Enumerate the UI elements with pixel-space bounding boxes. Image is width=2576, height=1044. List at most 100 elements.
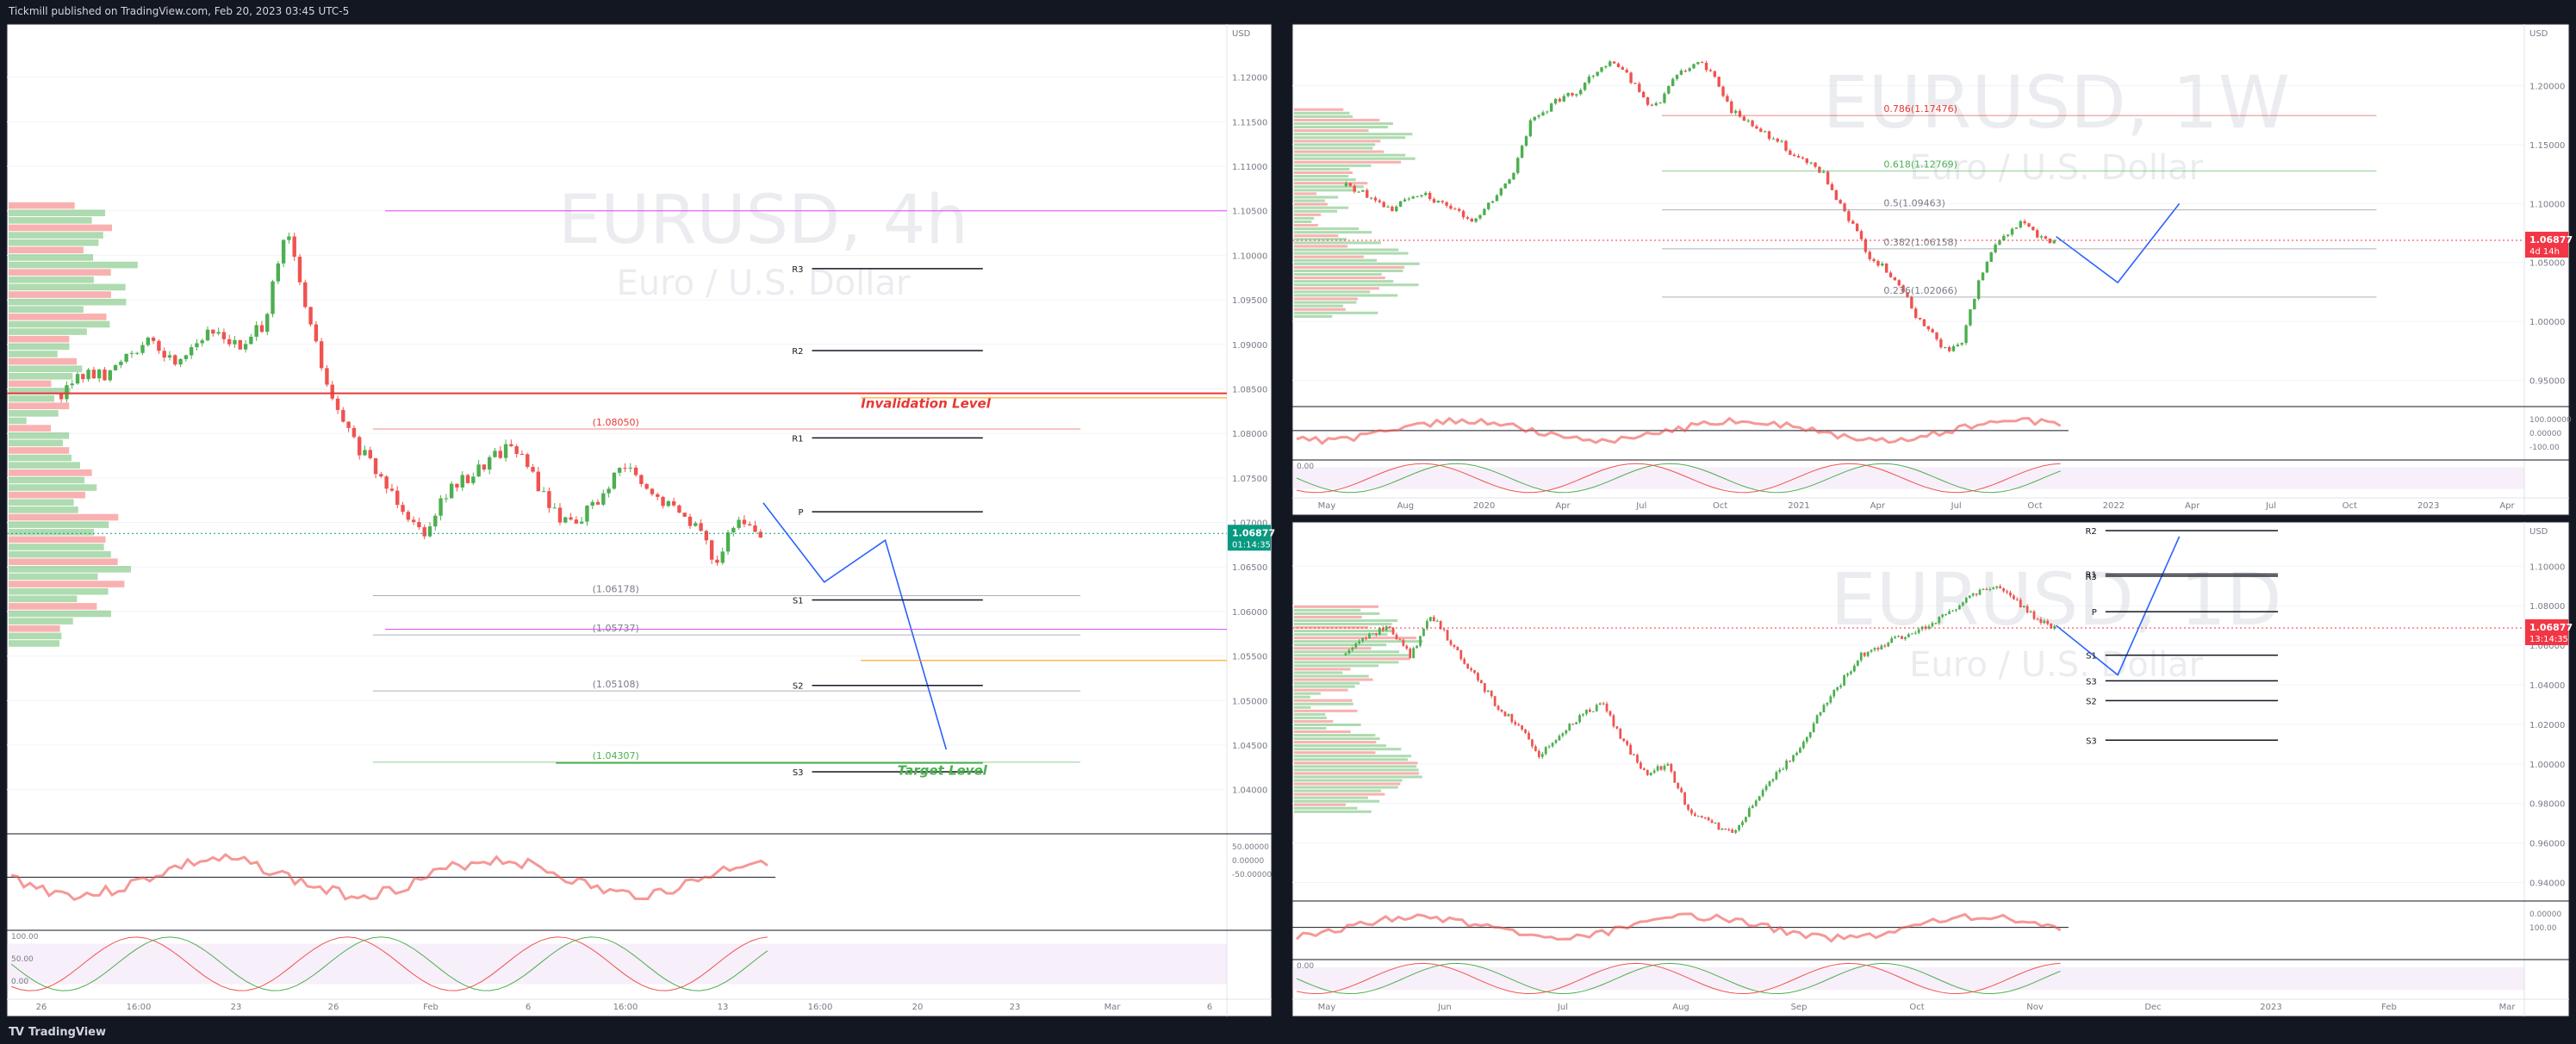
candle-body <box>1600 67 1603 72</box>
candle-body <box>1625 69 1628 73</box>
target-label: Target Level <box>898 763 988 779</box>
candle-body <box>1808 731 1812 737</box>
candle-body <box>1412 648 1416 659</box>
candle-body <box>2019 600 2022 608</box>
x-tick-label: Feb <box>2381 1003 2397 1012</box>
volume-profile-bar <box>9 573 98 581</box>
candle-body <box>1767 131 1771 140</box>
candle-body <box>2048 239 2052 244</box>
candle-body <box>173 355 177 365</box>
volume-profile-bar <box>9 506 78 513</box>
volume-profile-bar <box>1294 792 1385 796</box>
candle-body <box>1805 158 1808 164</box>
volume-profile-bar <box>1294 772 1420 775</box>
candle-body <box>1944 346 1947 348</box>
candle-body <box>2022 606 2025 608</box>
candle-body <box>1595 705 1598 712</box>
volume-profile-bar <box>1294 301 1357 304</box>
volume-profile-bar <box>1294 755 1412 758</box>
volume-profile-bar <box>1294 182 1368 185</box>
candle-body <box>1999 586 2002 588</box>
candle-body <box>1778 769 1782 773</box>
volume-profile-bar <box>1294 150 1384 153</box>
candle-body <box>1402 639 1405 646</box>
candle-body <box>487 457 492 470</box>
candle-body <box>1495 195 1499 202</box>
candle-body <box>1499 188 1503 196</box>
stochastic-tick-label: 100.00 <box>11 933 39 941</box>
candle-body <box>325 368 329 385</box>
candle-body <box>1496 705 1500 710</box>
candle-body <box>444 498 449 500</box>
x-tick-label: Apr <box>2499 501 2515 511</box>
candle-body <box>1995 586 1999 588</box>
current-price-badge <box>2525 232 2568 258</box>
candle-body <box>1608 61 1612 66</box>
watermark-symbol: EURUSD, 1W <box>1822 60 2289 145</box>
candle-body <box>1692 64 1696 69</box>
volume-profile-bar <box>1294 692 1321 695</box>
candle-body <box>1544 747 1547 755</box>
x-tick-label: Oct <box>2343 501 2357 511</box>
candle-body <box>1453 208 1457 210</box>
candle-body <box>1386 206 1390 208</box>
candle-body <box>1470 668 1472 671</box>
bar-countdown: 01:14:35 <box>1232 540 1271 550</box>
candle-body <box>557 507 563 523</box>
tradingview-brand[interactable]: TradingView <box>28 1026 106 1039</box>
volume-profile-bar <box>1294 238 1347 241</box>
x-tick-label: 23 <box>1010 1003 1021 1012</box>
candle-body <box>1776 138 1779 142</box>
x-tick-label: Jun <box>1437 1003 1452 1012</box>
y-tick-label: 1.07500 <box>1232 475 1267 484</box>
candle-body <box>1432 199 1436 203</box>
x-tick-label: Feb <box>423 1003 439 1012</box>
candle-body <box>1890 637 1894 643</box>
candle-body <box>1411 196 1415 199</box>
candle-body <box>1985 588 1988 590</box>
volume-profile-bar <box>9 581 125 587</box>
volume-profile-bar <box>9 499 74 506</box>
volume-profile-bar <box>9 632 62 640</box>
candle-body <box>1646 769 1649 775</box>
pivot-label: R3 <box>792 265 803 275</box>
candle-body <box>1528 120 1533 137</box>
volume-profile-bar <box>9 291 111 298</box>
volume-profile-bar <box>1294 637 1416 640</box>
candle-body <box>205 329 210 341</box>
volume-profile-bar <box>9 484 97 491</box>
candle-body <box>352 427 357 438</box>
stochastic-band <box>7 943 1227 985</box>
candle-body <box>2036 230 2039 238</box>
candle-body <box>1868 252 1871 259</box>
candle-body <box>1516 158 1520 173</box>
candle-body <box>2032 611 2036 619</box>
volume-profile-bar <box>1294 175 1349 178</box>
y-tick-label: 1.11000 <box>1232 163 1267 172</box>
panel-eurusd-1d[interactable]: 1.10000 1.08000 1.06000 1.04000 1.02000 1.000… <box>1291 521 2573 1017</box>
candle-body <box>1710 820 1714 823</box>
candle-body <box>1741 821 1744 825</box>
volume-profile-bar <box>1294 661 1399 664</box>
volume-profile-bar <box>1294 612 1380 615</box>
volume-profile-bar <box>1294 157 1416 160</box>
panel-eurusd-4h[interactable]: 1.12000 1.11500 1.11000 1.10500 1.10000 1.095… <box>6 23 1275 1017</box>
oscillator-line <box>10 853 768 902</box>
candle-body <box>1958 605 1961 610</box>
volume-profile-bar <box>1294 608 1361 612</box>
candle-body <box>569 517 573 520</box>
candle-body <box>514 446 519 454</box>
stochastic-line <box>1296 962 2061 995</box>
volume-profile-bar <box>1294 258 1378 262</box>
bar-countdown: 13:14:35 <box>2529 635 2568 644</box>
x-tick-label: Nov <box>2026 1003 2044 1012</box>
candle-body <box>1812 723 1815 732</box>
panel-eurusd-1w[interactable]: 1.20000 1.15000 1.10000 1.05000 1.00000 0.950… <box>1291 23 2573 516</box>
candle-body <box>1459 649 1463 660</box>
candle-body <box>1395 206 1398 212</box>
candle-body <box>1960 343 1963 345</box>
candle-body <box>1701 62 1704 64</box>
candle-body <box>1805 736 1808 742</box>
candle-body <box>1582 713 1584 716</box>
y-tick-label: 1.06000 <box>1232 608 1267 618</box>
